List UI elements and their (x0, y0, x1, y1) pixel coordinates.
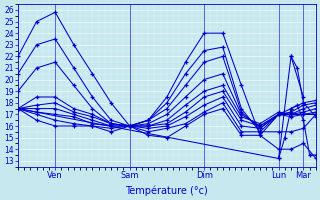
X-axis label: Température (°c): Température (°c) (125, 185, 208, 196)
